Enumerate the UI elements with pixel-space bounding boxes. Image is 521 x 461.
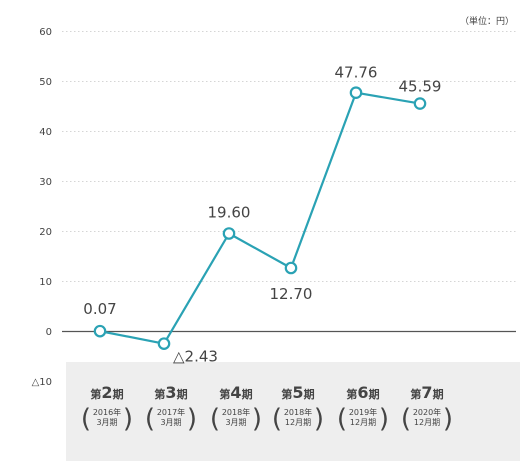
paren-right: ) [187,404,197,434]
period-year: 2019年 [349,407,377,417]
y-tick-label: 20 [39,227,52,238]
period-title: 第3期 [154,383,187,402]
x-axis-labels: 第2期()2016年3月期第3期()2017年3月期第4期()2018年3月期第… [81,383,453,434]
series-line [99,91,421,345]
period-suffix: 期 [369,387,380,401]
data-label: 47.76 [335,64,378,82]
period-title: 第6期 [346,383,379,402]
period-title: 第7期 [410,383,443,402]
period-suffix: 期 [433,387,444,401]
period-year: 2020年 [413,407,441,417]
period-year: 2018年 [222,407,250,417]
y-tick-label: 30 [39,177,52,188]
data-point-marker [284,261,298,275]
period-number: 4 [230,383,241,402]
data-label: △2.43 [173,348,218,366]
y-tick-label: △10 [32,377,52,388]
data-point-marker [157,337,171,350]
label-band-background [66,362,520,461]
period-month: 12月期 [285,418,311,427]
paren-right: ) [252,404,262,434]
data-label: 12.70 [270,285,313,303]
period-prefix: 第 [281,387,292,401]
y-tick-label: 10 [39,277,52,288]
period-number: 5 [292,383,303,402]
period-month: 3月期 [160,418,181,427]
period-suffix: 期 [113,387,124,401]
period-year: 2017年 [157,407,185,417]
period-number: 3 [165,383,176,402]
period-suffix: 期 [304,387,315,401]
paren-right: ) [123,404,133,434]
period-year: 2018年 [284,407,312,417]
period-prefix: 第 [154,387,165,401]
paren-left: ( [145,404,155,434]
period-prefix: 第 [410,387,421,401]
period-number: 2 [101,383,112,402]
paren-left: ( [81,404,91,434]
data-label: 19.60 [208,204,251,222]
paren-left: ( [210,404,220,434]
period-month: 12月期 [350,418,376,427]
y-tick-label: 60 [39,27,52,38]
paren-left: ( [272,404,282,434]
data-point-marker [222,227,236,240]
data-label: 0.07 [83,300,116,318]
period-number: 7 [421,383,432,402]
category-label-band [66,362,520,461]
data-labels: 0.07 △2.43 19.60 12.70 47.76 45.59 [83,64,441,366]
period-year: 2016年 [93,407,121,417]
unit-label: （単位：円） [460,15,514,27]
y-tick-label: 40 [39,127,52,138]
y-axis: 60 50 40 30 20 10 0 △10 [32,27,52,388]
period-prefix: 第 [219,387,230,401]
period-month: 3月期 [225,418,246,427]
period-prefix: 第 [90,387,101,401]
y-tick-label: 0 [46,327,52,338]
period-suffix: 期 [177,387,188,401]
data-label: 45.59 [399,78,442,96]
period-title: 第4期 [219,383,252,402]
series-markers [93,86,427,350]
period-title: 第5期 [281,383,314,402]
data-point-marker [349,86,363,99]
period-prefix: 第 [346,387,357,401]
grid-lines [62,31,516,333]
data-point-marker [413,97,427,110]
paren-right: ) [314,404,324,434]
period-title: 第2期 [90,383,123,402]
period-number: 6 [357,383,368,402]
paren-left: ( [401,404,411,434]
period-month: 12月期 [414,418,440,427]
period-suffix: 期 [242,387,253,401]
y-tick-label: 50 [39,77,52,88]
series-polyline [99,91,421,345]
paren-left: ( [337,404,347,434]
data-point-marker [93,324,107,338]
period-month: 3月期 [96,418,117,427]
paren-right: ) [379,404,389,434]
paren-right: ) [443,404,453,434]
